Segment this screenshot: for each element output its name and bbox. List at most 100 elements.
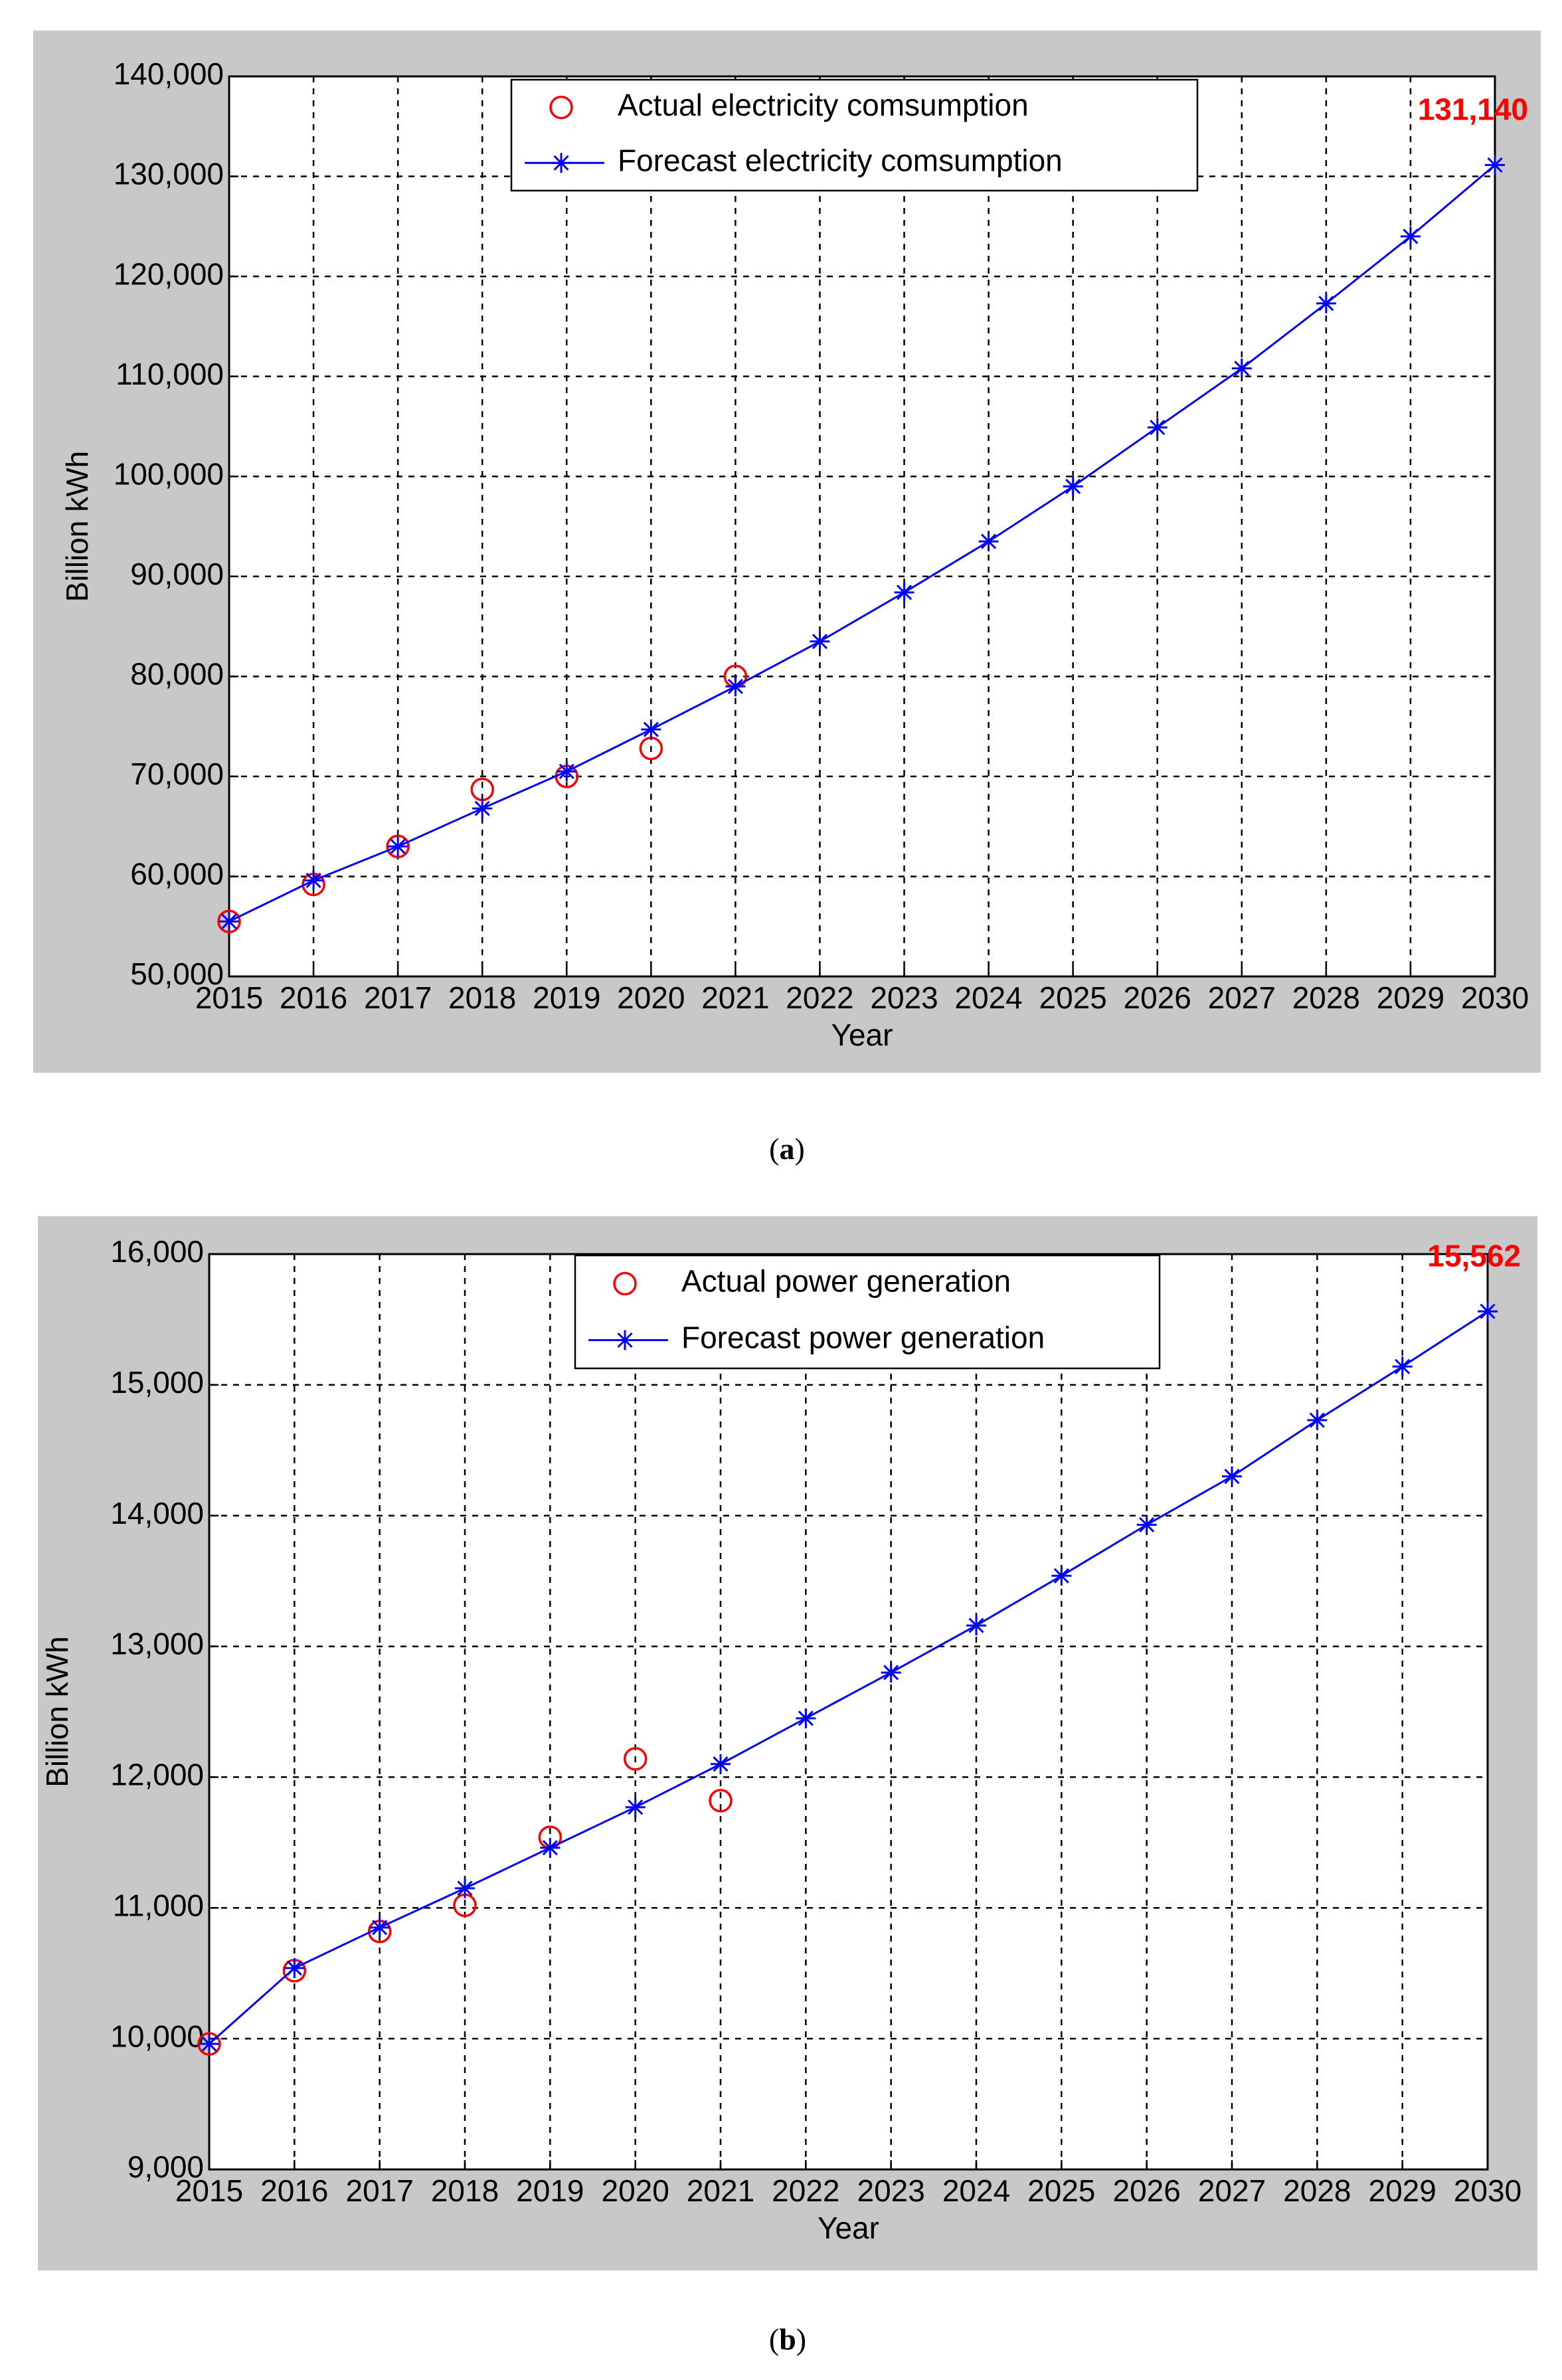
y-tick-label: 80,000 [130,656,224,691]
x-tick-label: 2019 [516,2173,584,2208]
data-point [1400,226,1421,246]
legend-marker [551,153,571,173]
y-tick-label: 120,000 [114,256,224,291]
data-point [1485,155,1505,175]
data-point [641,719,661,740]
y-tick-label: 11,000 [113,1888,204,1922]
plot-area [229,76,1495,976]
data-point [1478,1301,1498,1322]
y-tick-label: 60,000 [130,857,224,891]
y-axis-label: Billion kWh [60,451,94,602]
legend-marker [615,1330,635,1350]
y-tick-label: 12,000 [110,1758,204,1792]
y-tick-label: 130,000 [114,157,224,191]
data-point [810,631,830,652]
x-tick-label: 2018 [431,2173,499,2208]
data-point [455,1878,475,1898]
legend-label: Forecast electricity comsumption [618,143,1063,177]
x-tick-label: 2030 [1461,980,1529,1015]
data-point [369,1917,390,1938]
data-point [217,909,241,933]
data-point [1222,1466,1242,1487]
y-tick-label: 9,000 [128,2150,204,2184]
y-tick-label: 15,000 [110,1365,204,1400]
x-tick-label: 2027 [1198,2173,1266,2208]
data-point [472,798,493,819]
y-tick-label: 14,000 [110,1496,204,1530]
x-tick-label: 2023 [857,2173,924,2208]
y-tick-label: 70,000 [130,757,224,791]
x-tick-label: 2024 [942,2173,1010,2208]
y-tick-label: 140,000 [114,56,224,91]
data-point [197,2032,221,2056]
plot-frame [228,75,1496,978]
legend-box [510,78,1199,192]
legend-label: Forecast power generation [681,1321,1045,1355]
x-tick-label: 2022 [786,980,853,1015]
data-point [881,1662,901,1683]
y-tick-label: 100,000 [114,456,224,491]
x-tick-label: 2019 [533,980,600,1015]
x-tick-label: 2030 [1454,2173,1521,2208]
data-point [219,911,239,932]
data-point [1136,1514,1157,1535]
x-tick-label: 2026 [1112,2173,1180,2208]
data-point [796,1708,816,1728]
y-tick-label: 90,000 [130,557,224,591]
data-point [388,836,408,857]
x-tick-label: 2020 [617,980,685,1015]
y-tick-label: 13,000 [110,1627,204,1661]
x-tick-label: 2025 [1027,2173,1095,2208]
y-tick-label: 110,000 [116,357,224,391]
legend-box [574,1254,1161,1370]
data-point [304,870,324,891]
caption: (b) [769,2322,806,2356]
plot-area [209,1254,1488,2169]
x-tick-label: 2027 [1208,980,1276,1015]
y-tick-label: 10,000 [110,2019,204,2053]
x-tick-label: 2015 [175,2173,243,2208]
x-tick-label: 2018 [448,980,516,1015]
x-tick-label: 2021 [687,2173,754,2208]
data-point [1051,1566,1072,1586]
data-point [284,1958,305,1978]
data-point [709,1789,733,1813]
data-point [625,1797,646,1817]
x-tick-label: 2028 [1292,980,1360,1015]
y-tick-label: 50,000 [130,957,224,991]
series-line [209,1310,1488,2045]
x-tick-label: 2017 [345,2173,413,2208]
value-label: 15,562 [1427,1238,1521,1273]
x-tick-label: 2017 [364,980,432,1015]
data-point [1316,293,1336,314]
caption-letter: b [779,2322,796,2356]
x-tick-label: 2025 [1039,980,1106,1015]
data-point [1063,476,1083,497]
x-axis-label: Year [831,1018,893,1052]
legend-label: Actual electricity comsumption [618,88,1029,122]
data-point [894,582,914,602]
data-point [623,1747,648,1771]
x-tick-label: 2026 [1124,980,1191,1015]
x-tick-label: 2024 [954,980,1022,1015]
x-tick-label: 2022 [772,2173,839,2208]
x-tick-label: 2016 [280,980,347,1015]
data-point [199,2034,219,2055]
x-axis-label: Year [818,2211,879,2245]
x-tick-label: 2029 [1377,980,1444,1015]
x-tick-label: 2015 [195,980,263,1015]
data-point [966,1615,986,1636]
data-point [978,531,999,552]
y-axis-label: Billion kWh [40,1636,74,1787]
data-point [1231,358,1252,379]
data-point [386,834,410,859]
value-label: 131,140 [1418,92,1528,127]
x-tick-label: 2023 [870,980,938,1015]
data-point [711,1754,731,1774]
x-tick-label: 2016 [260,2173,328,2208]
legend-marker [549,96,573,120]
data-point [725,676,746,697]
x-tick-label: 2020 [601,2173,669,2208]
